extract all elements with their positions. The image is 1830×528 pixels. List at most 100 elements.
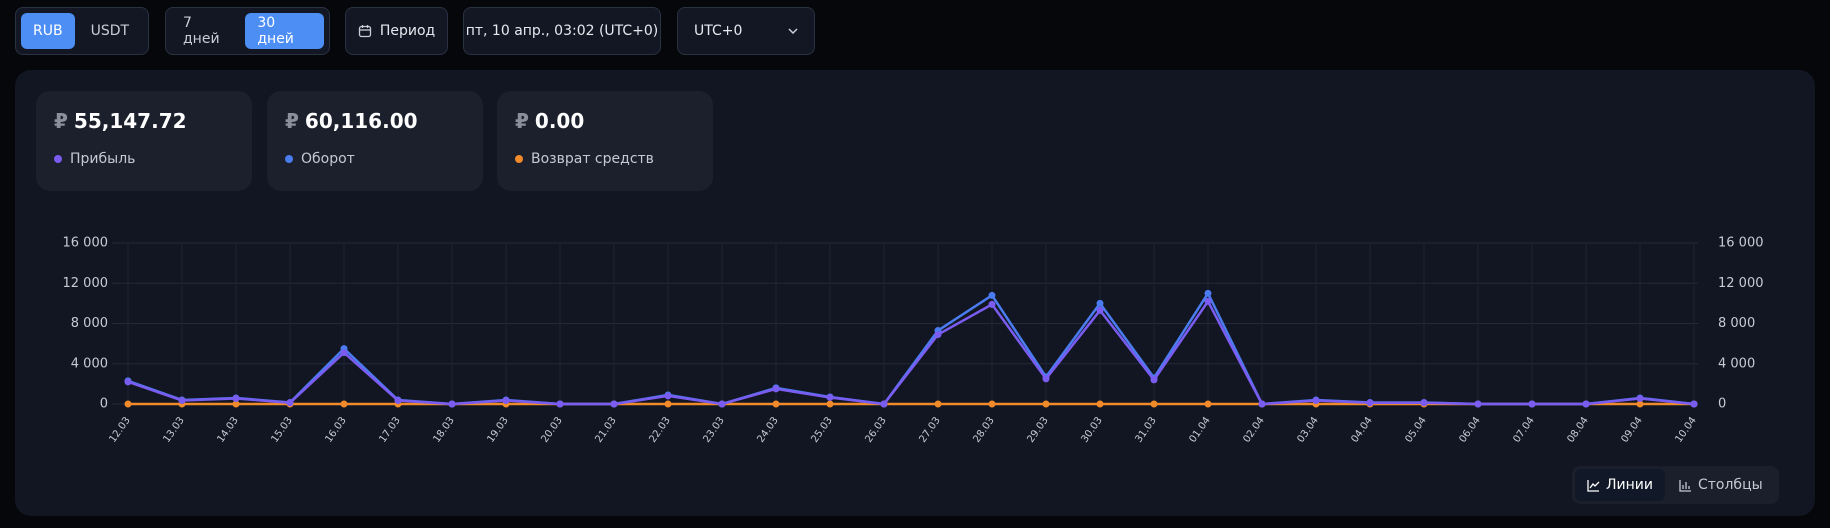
stat-card: ₽55,147.72 Прибыль [36, 91, 252, 191]
timezone-select[interactable]: UTC+0 [677, 7, 815, 55]
x-tick-label: 23.03 [701, 415, 726, 445]
y2-tick-label: 0 [1718, 397, 1726, 412]
lines-label: Линии [1606, 477, 1653, 493]
y-tick-label: 0 [100, 397, 108, 412]
x-tick-label: 10.04 [1673, 415, 1698, 445]
data-point [664, 392, 672, 400]
lines-button[interactable]: Линии [1575, 469, 1665, 501]
chevron-icon [788, 28, 798, 34]
bars-icon [1679, 479, 1691, 492]
stat-card: ₽0.00 Возврат средств [497, 91, 713, 191]
data-point [124, 400, 132, 408]
legend-dot [285, 155, 293, 163]
x-tick-label: 09.04 [1619, 415, 1644, 445]
data-point [1528, 400, 1536, 408]
series-line [127, 290, 1695, 406]
period-label: Период [379, 23, 436, 39]
data-point [1474, 400, 1482, 408]
data-point [1150, 376, 1158, 384]
stat-value: 0.00 [534, 109, 585, 133]
range-toggle: 7 дней 30 дней [165, 7, 330, 55]
range-7-button[interactable]: 7 дней [183, 15, 220, 47]
stat-value: 60,116.00 [304, 109, 418, 133]
data-point [232, 394, 240, 402]
legend-label: Прибыль [70, 151, 136, 167]
rub-button[interactable]: RUB [21, 13, 75, 49]
x-tick-label: 05.04 [1403, 415, 1428, 445]
x-tick-label: 07.04 [1511, 415, 1536, 445]
y-tick-label: 12 000 [63, 276, 109, 291]
currency-toggle: RUB USDT [15, 7, 149, 55]
data-point [340, 349, 348, 357]
data-point [1312, 396, 1320, 404]
data-point [1636, 400, 1644, 408]
series-line [127, 298, 1695, 406]
x-tick-label: 15.03 [269, 415, 294, 445]
data-point [1690, 400, 1698, 408]
data-point [1204, 289, 1212, 297]
data-point [394, 396, 402, 404]
data-point [934, 331, 942, 339]
data-point [1096, 299, 1104, 307]
calendar-icon [358, 25, 371, 38]
x-tick-label: 29.03 [1025, 415, 1050, 445]
data-point [1042, 375, 1050, 383]
data-point [1366, 399, 1374, 407]
x-tick-label: 24.03 [755, 415, 780, 445]
x-tick-label: 17.03 [377, 415, 402, 445]
data-point [1636, 394, 1644, 402]
x-tick-label: 21.03 [593, 415, 618, 445]
x-tick-label: 18.03 [431, 415, 456, 445]
x-tick-label: 22.03 [647, 415, 672, 445]
y2-tick-label: 12 000 [1718, 276, 1764, 291]
data-point [286, 399, 294, 407]
x-tick-label: 02.04 [1241, 415, 1266, 445]
data-point [988, 400, 996, 408]
x-tick-label: 13.03 [161, 415, 186, 445]
x-tick-label: 27.03 [917, 415, 942, 445]
bars-label: Столбцы [1697, 477, 1763, 493]
currency-sign: ₽ [515, 109, 529, 133]
data-point [1042, 400, 1050, 408]
data-point [1258, 400, 1266, 408]
legend-label: Оборот [301, 151, 355, 167]
data-point [934, 400, 942, 408]
x-tick-label: 25.03 [809, 415, 834, 445]
data-point [448, 400, 456, 408]
data-point [502, 396, 510, 404]
data-point [772, 400, 780, 408]
data-point [826, 400, 834, 408]
stat-card: ₽60,116.00 Оборот [267, 91, 483, 191]
data-point [988, 291, 996, 299]
range-30-button[interactable]: 30 дней [245, 13, 324, 49]
lines-icon [1587, 479, 1600, 492]
x-tick-label: 30.03 [1079, 415, 1104, 445]
date-button[interactable]: пт, 10 апр., 03:02 (UTC+0) [463, 7, 661, 55]
period-button[interactable]: Период [345, 7, 448, 55]
data-point [1204, 400, 1212, 408]
y-tick-label: 16 000 [63, 236, 109, 251]
data-point [178, 396, 186, 404]
data-point [1204, 297, 1212, 305]
data-point [1096, 306, 1104, 314]
data-point [826, 393, 834, 401]
x-tick-label: 08.04 [1565, 415, 1590, 445]
data-point [232, 400, 240, 408]
legend-label: Возврат средств [531, 151, 654, 167]
x-tick-label: 06.04 [1457, 415, 1482, 445]
currency-sign: ₽ [54, 109, 68, 133]
bars-button[interactable]: Столбцы [1667, 469, 1775, 501]
data-point [664, 400, 672, 408]
data-point [1582, 400, 1590, 408]
usdt-button[interactable]: USDT [90, 23, 130, 39]
data-point [1420, 399, 1428, 407]
data-point [880, 400, 888, 408]
y2-tick-label: 8 000 [1718, 316, 1755, 331]
data-point [1096, 400, 1104, 408]
x-tick-label: 16.03 [323, 415, 348, 445]
y2-tick-label: 4 000 [1718, 356, 1755, 371]
x-tick-label: 01.04 [1187, 415, 1212, 445]
x-tick-label: 04.04 [1349, 415, 1374, 445]
